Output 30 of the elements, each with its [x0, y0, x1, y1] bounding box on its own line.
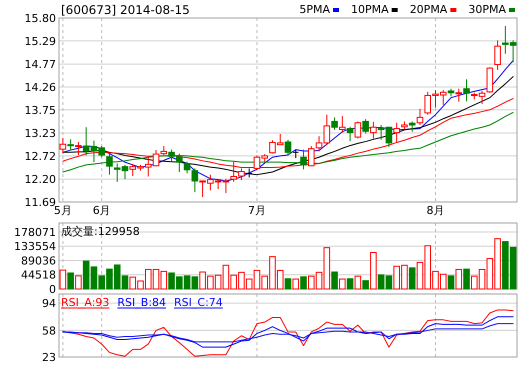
legend-label: 5PMA: [299, 3, 330, 16]
y-tick-label: 13.75: [24, 104, 56, 117]
y-tick-label: 12.72: [24, 150, 56, 163]
x-tick-label: 8月: [426, 204, 444, 217]
y-tick-label: 12.20: [24, 173, 56, 186]
legend-label: 30PMA: [468, 3, 506, 16]
y-tick-label: 14.26: [24, 80, 56, 94]
legend-label: 10PMA: [351, 3, 390, 16]
legend-label: RSI_C:74: [174, 296, 223, 309]
y-tick-label: 44518: [21, 268, 56, 282]
chart-title: [600673] 2014-08-15: [61, 3, 190, 17]
y-tick-label: 23: [42, 351, 56, 364]
legend: 成交量:129958: [61, 225, 140, 238]
y-tick-label: 178071: [14, 226, 56, 239]
x-tick-label: 7月: [248, 204, 266, 217]
y-tick-label: 11.69: [24, 196, 56, 209]
x-tick-label: 5月: [54, 204, 72, 217]
legend-label: 20PMA: [410, 3, 448, 16]
y-tick-label: 15.29: [24, 34, 56, 48]
y-tick-label: 94: [42, 297, 56, 310]
text: RSI_B:84: [117, 296, 166, 309]
x-tick-label: 6月: [92, 204, 111, 217]
y-tick-label: 58: [42, 324, 56, 338]
y-tick-label: 89036: [21, 254, 56, 268]
text: RSI_A:93: [61, 296, 110, 309]
y-tick-label: 14.77: [24, 58, 56, 72]
y-tick-label: 15.80: [24, 12, 56, 25]
y-tick-label: 0: [49, 283, 56, 296]
y-tick-label: 133554: [14, 240, 56, 254]
y-tick-label: 13.23: [24, 127, 56, 140]
